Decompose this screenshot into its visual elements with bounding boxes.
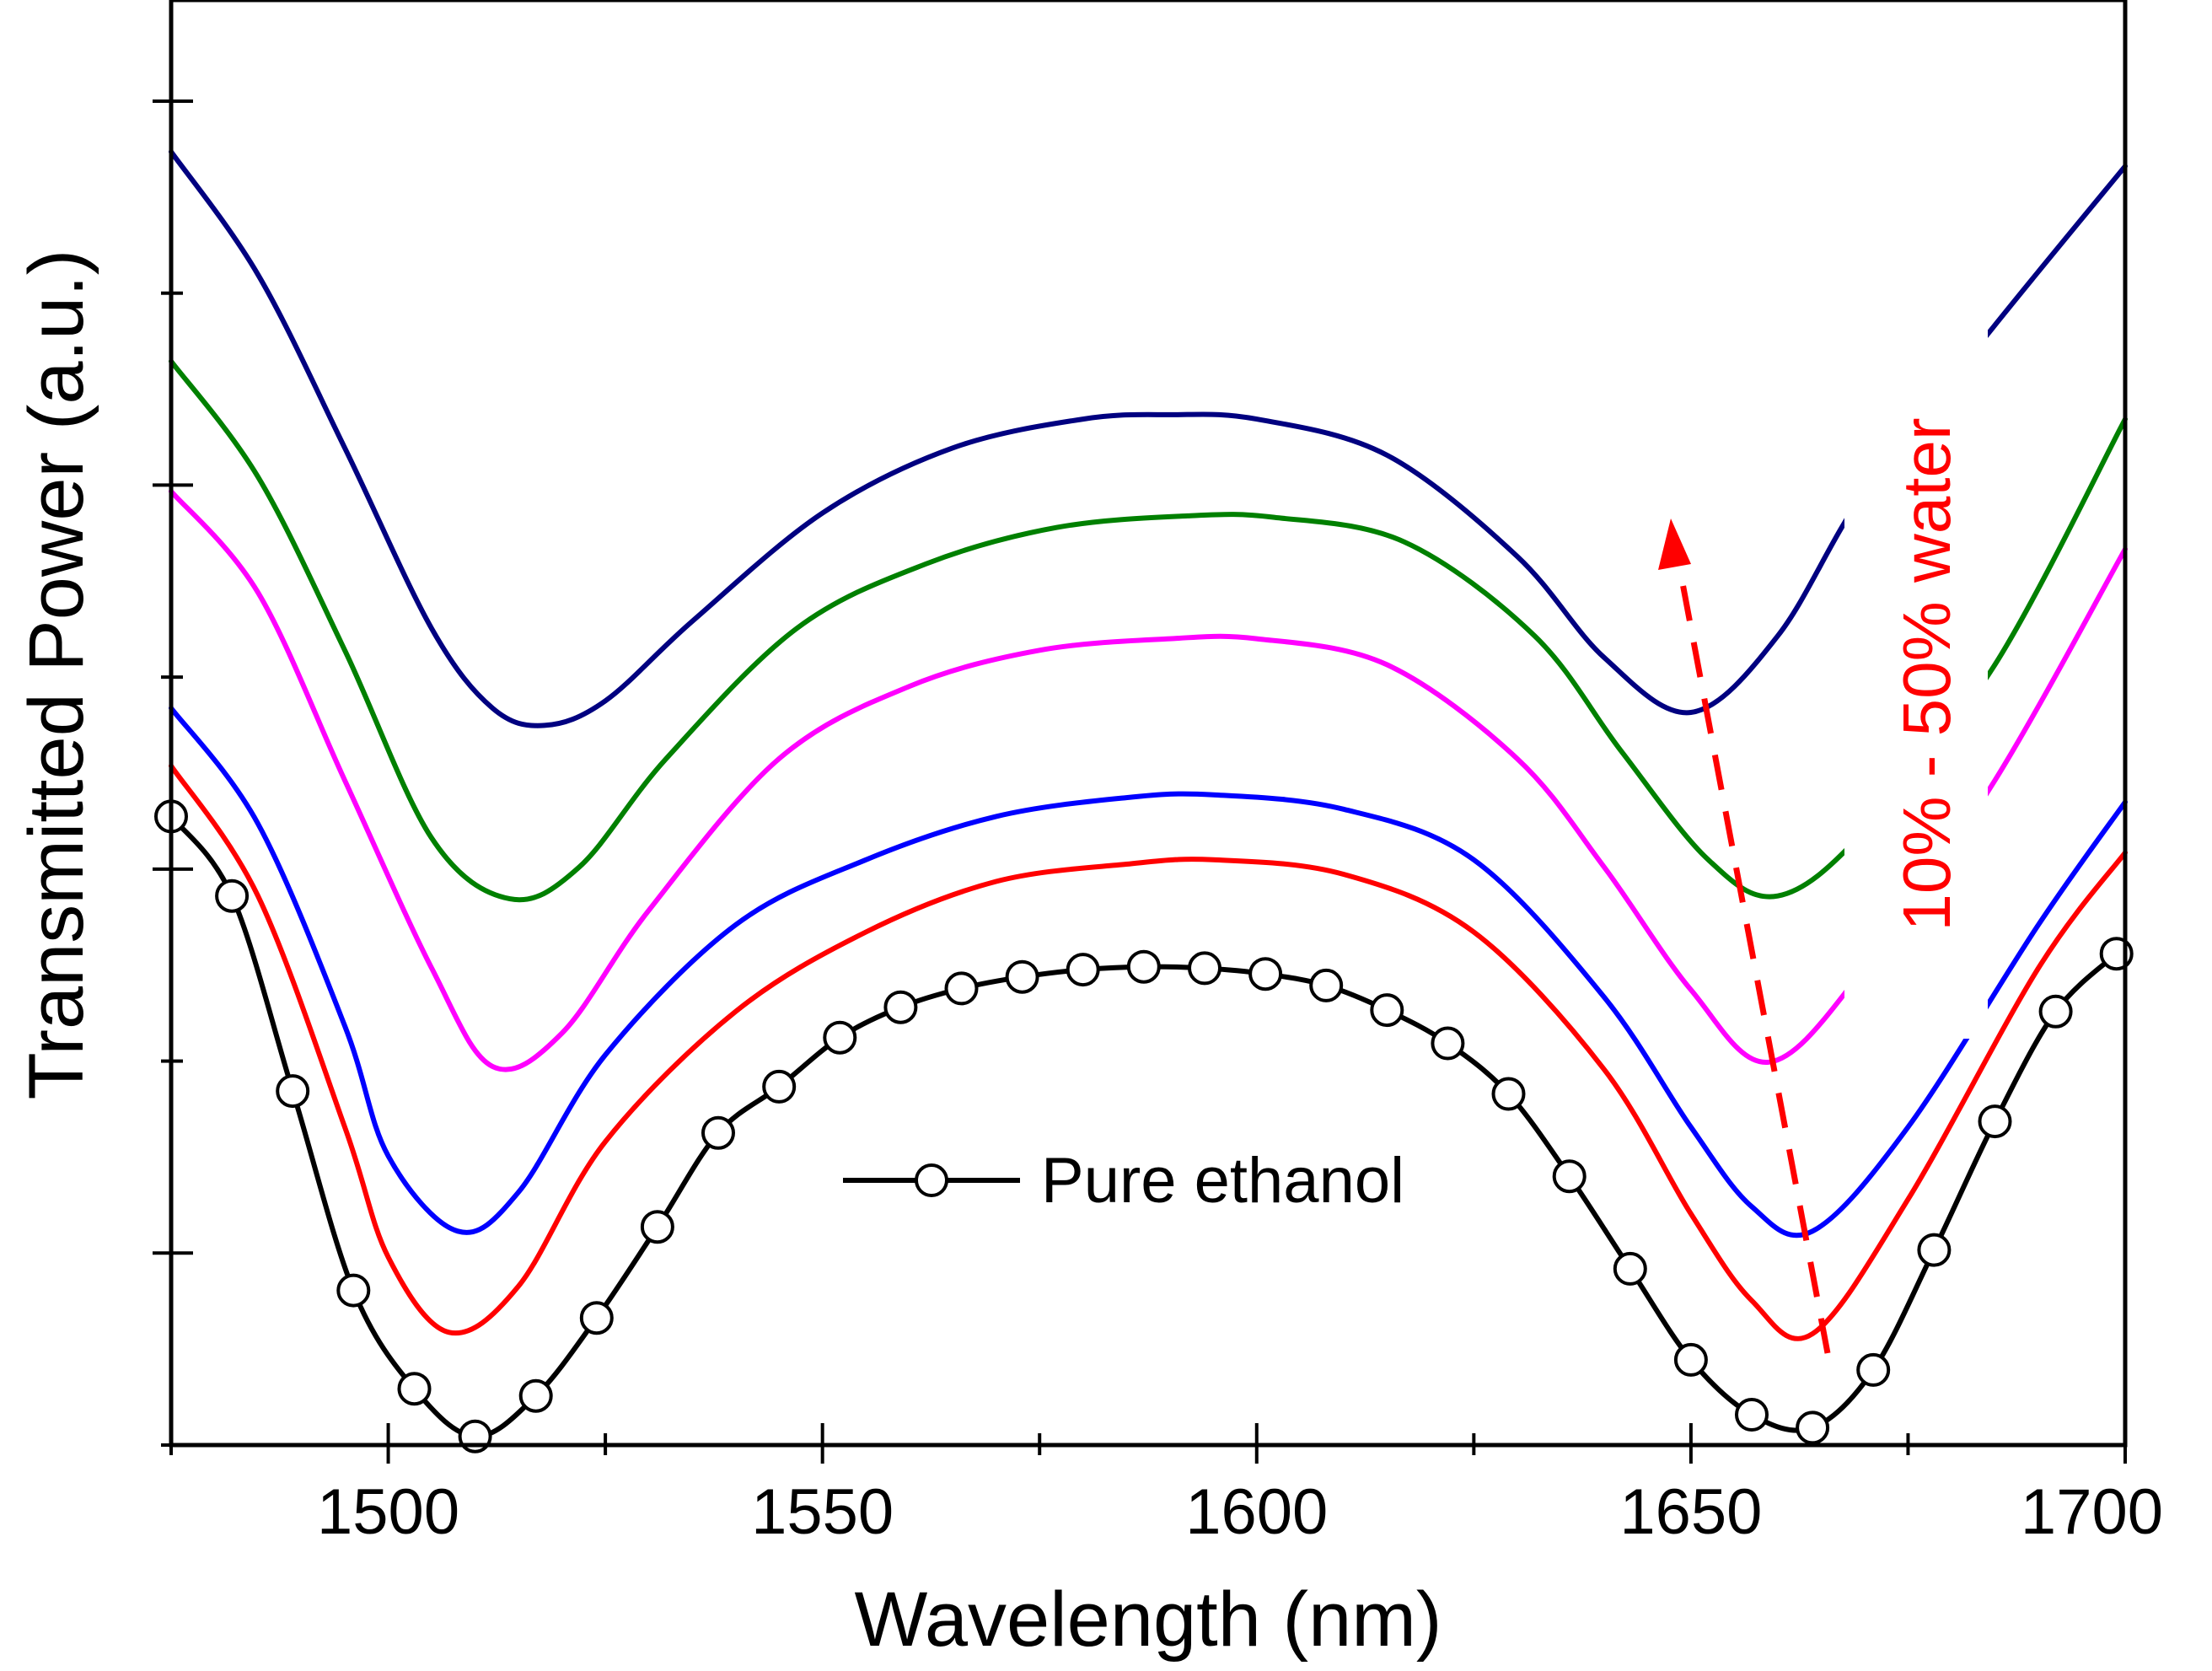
legend: Pure ethanol: [843, 1145, 1404, 1217]
data-point-pure-ethanol: [579, 1301, 614, 1335]
data-point-pure-ethanol: [701, 1115, 735, 1150]
axes: 1500 1550 1600 1650 1700: [153, 99, 2163, 1548]
data-point-pure-ethanol: [276, 1074, 310, 1109]
data-point-pure-ethanol: [1796, 1410, 1830, 1445]
data-point-pure-ethanol: [1248, 957, 1283, 991]
annotation: 10% - 50% water: [1658, 329, 1988, 1354]
plot-area: [154, 149, 2134, 1453]
data-point-pure-ethanol: [2038, 994, 2073, 1029]
data-point-pure-ethanol: [336, 1273, 371, 1308]
x-tick-label: 1700: [2021, 1476, 2163, 1548]
data-point-pure-ethanol: [1126, 949, 1161, 984]
annotation-arrowhead: [1658, 518, 1691, 570]
data-point-pure-ethanol: [1188, 951, 1221, 986]
plot-frame: [169, 0, 2128, 1448]
data-point-pure-ethanol: [1005, 959, 1039, 994]
series-line-20-water: [169, 705, 2128, 1238]
data-point-pure-ethanol: [944, 971, 979, 1006]
data-point-pure-ethanol: [1309, 968, 1344, 1002]
data-point-pure-ethanol: [1552, 1159, 1587, 1194]
series-line-40-water: [169, 358, 2128, 903]
data-point-pure-ethanol: [1491, 1077, 1526, 1111]
data-point-pure-ethanol: [1735, 1398, 1769, 1432]
data-point-pure-ethanol: [1613, 1251, 1647, 1286]
data-point-pure-ethanol: [1917, 1233, 1952, 1267]
data-point-pure-ethanol: [1370, 993, 1404, 1028]
annotation-label: 10% - 50% water: [1889, 417, 1964, 931]
data-point-pure-ethanol: [883, 990, 918, 1024]
series-line-50-water: [169, 149, 2128, 728]
data-point-pure-ethanol: [215, 878, 250, 913]
data-point-pure-ethanol: [1978, 1104, 2012, 1139]
data-point-pure-ethanol: [1066, 953, 1100, 987]
data-point-pure-ethanol: [1856, 1352, 1891, 1387]
annotation-arrow-shaft: [1674, 556, 1831, 1354]
legend-marker: [915, 1163, 948, 1197]
data-point-pure-ethanol: [640, 1210, 674, 1244]
data-point-pure-ethanol: [823, 1020, 857, 1055]
legend-label-pure-ethanol: Pure ethanol: [1041, 1145, 1404, 1217]
data-point-pure-ethanol: [518, 1378, 553, 1413]
data-point-pure-ethanol: [1673, 1342, 1708, 1377]
series-line-30-water: [169, 488, 2128, 1072]
x-tick-label: 1550: [751, 1476, 894, 1548]
data-point-pure-ethanol: [1431, 1026, 1465, 1061]
data-point-pure-ethanol: [762, 1069, 797, 1104]
x-tick-label: 1650: [1619, 1476, 1762, 1548]
data-point-pure-ethanol: [397, 1372, 432, 1406]
annotation-label-background: [1844, 329, 1988, 1039]
x-tick-label: 1500: [317, 1476, 459, 1548]
x-axis-title: Wavelength (nm): [854, 1577, 1442, 1663]
series-line-10-water: [169, 763, 2128, 1341]
x-tick-label: 1600: [1185, 1476, 1328, 1548]
y-axis-title: Transmitted Power (a.u.): [13, 250, 99, 1100]
